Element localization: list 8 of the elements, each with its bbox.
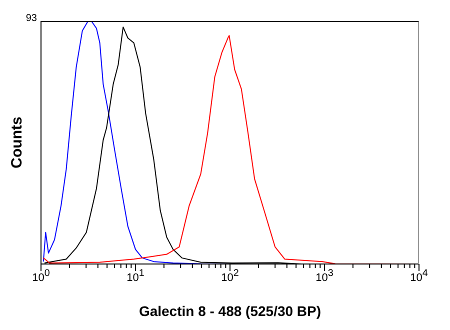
y-axis-title: Counts bbox=[8, 116, 26, 168]
x-tick-label: 10$^{1}$ bbox=[126, 268, 145, 284]
x-tick-label: 10$^{2}$ bbox=[221, 268, 239, 284]
x-tick-label: 10$^{3}$ bbox=[316, 268, 334, 284]
text: 93 bbox=[24, 13, 37, 24]
x-axis-title: Galectin 8 - 488 (525/30 BP) bbox=[138, 303, 322, 319]
x-tick-label: 10$^{4}$ bbox=[410, 268, 428, 284]
x-tick-label: 10$^{0}$ bbox=[32, 268, 50, 284]
